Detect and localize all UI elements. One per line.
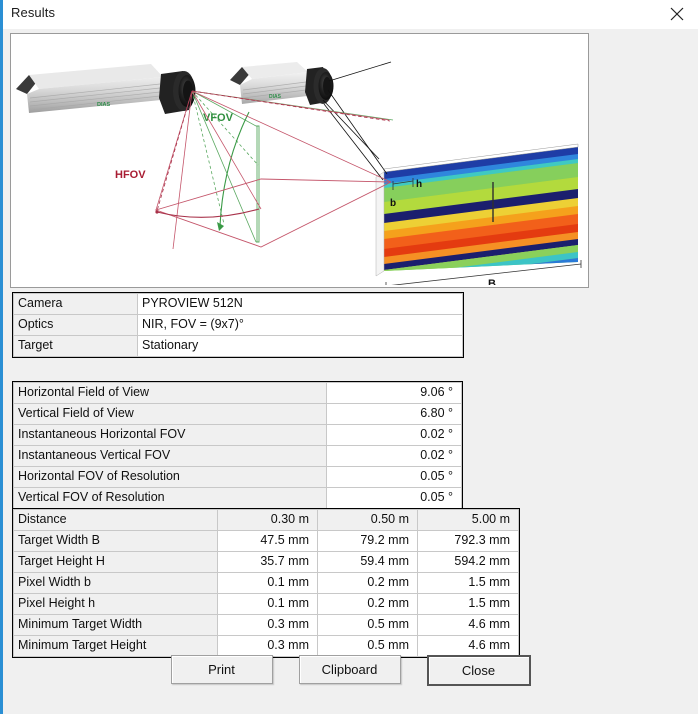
- row-value: 79.2 mm: [317, 530, 418, 552]
- table-row: Vertical FOV of Resolution 0.05 °: [13, 487, 462, 509]
- table-row: Pixel Height h 0.1 mm 0.2 mm 1.5 mm: [13, 593, 519, 615]
- row-label: Pixel Height h: [13, 593, 218, 615]
- label-vfov: VFOV: [203, 112, 234, 124]
- row-label: Instantaneous Vertical FOV: [13, 445, 327, 467]
- row-value: 0.5 mm: [317, 635, 418, 657]
- table-row: Horizontal FOV of Resolution 0.05 °: [13, 466, 462, 488]
- table-row: Target Stationary: [13, 335, 463, 357]
- distance-table: Distance 0.30 m 0.50 m 5.00 m Target Width B…: [12, 508, 520, 658]
- column-header: 0.50 m: [317, 509, 418, 531]
- row-value: 1.5 mm: [417, 572, 519, 594]
- row-value: 0.1 mm: [217, 572, 318, 594]
- row-value: 4.6 mm: [417, 614, 519, 636]
- column-header: 0.30 m: [217, 509, 318, 531]
- row-value: 6.80 °: [326, 403, 462, 425]
- row-label: Target: [13, 335, 138, 357]
- row-label: Vertical FOV of Resolution: [13, 487, 327, 509]
- row-label: Minimum Target Width: [13, 614, 218, 636]
- camera-left: DIAS: [16, 64, 196, 114]
- table-row: Minimum Target Height 0.3 mm 0.5 mm 4.6 mm: [13, 635, 519, 657]
- camera-logo-2: DIAS: [269, 94, 282, 100]
- row-value: NIR, FOV = (9x7)°: [137, 314, 463, 336]
- table-row: Target Height H 35.7 mm 59.4 mm 594.2 mm: [13, 551, 519, 573]
- row-label: Minimum Target Height: [13, 635, 218, 657]
- row-value: 594.2 mm: [417, 551, 519, 573]
- row-value: 1.5 mm: [417, 593, 519, 615]
- sight-lines: [322, 61, 392, 181]
- close-button[interactable]: Close: [426, 655, 531, 686]
- table-row: Vertical Field of View 6.80 °: [13, 403, 462, 425]
- row-value: 0.02 °: [326, 424, 462, 446]
- label-hfov: HFOV: [115, 169, 146, 181]
- column-header: 5.00 m: [417, 509, 519, 531]
- fov-diagram: DIAS DIAS: [16, 61, 582, 285]
- fov-values-table: Horizontal Field of View 9.06 ° Vertical F…: [12, 381, 463, 510]
- label-pixel-width: b: [390, 198, 396, 209]
- row-label: Target Width B: [13, 530, 218, 552]
- row-value: 0.02 °: [326, 445, 462, 467]
- row-label: Vertical Field of View: [13, 403, 327, 425]
- window-title: Results: [11, 5, 56, 20]
- label-pixel-height: h: [416, 179, 422, 190]
- row-value: 9.06 °: [326, 382, 462, 404]
- row-label: Horizontal FOV of Resolution: [13, 466, 327, 488]
- row-value: 792.3 mm: [417, 530, 519, 552]
- camera-info-rows: Camera PYROVIEW 512N Optics NIR, FOV = (9x7…: [13, 293, 463, 357]
- camera-logo: DIAS: [97, 102, 110, 108]
- row-value: 35.7 mm: [217, 551, 318, 573]
- clipboard-button[interactable]: Clipboard: [298, 655, 401, 684]
- row-value: 47.5 mm: [217, 530, 318, 552]
- row-label: Target Height H: [13, 551, 218, 573]
- table-row: Pixel Width b 0.1 mm 0.2 mm 1.5 mm: [13, 572, 519, 594]
- table-row: Target Width B 47.5 mm 79.2 mm 792.3 mm: [13, 530, 519, 552]
- camera-info-table: Camera PYROVIEW 512N Optics NIR, FOV = (9x7…: [12, 292, 464, 358]
- row-label: Optics: [13, 314, 138, 336]
- hfov-rays: [154, 90, 392, 250]
- table-row: Horizontal Field of View 9.06 °: [13, 382, 462, 404]
- row-value: 0.2 mm: [317, 572, 418, 594]
- table-row: Minimum Target Width 0.3 mm 0.5 mm 4.6 mm: [13, 614, 519, 636]
- row-value: 4.6 mm: [417, 635, 519, 657]
- row-label: Pixel Width b: [13, 572, 218, 594]
- fov-values-rows: Horizontal Field of View 9.06 ° Vertical F…: [13, 382, 462, 509]
- camera-middle: DIAS: [230, 62, 334, 105]
- table-row: Instantaneous Horizontal FOV 0.02 °: [13, 424, 462, 446]
- table-row: Optics NIR, FOV = (9x7)°: [13, 314, 463, 336]
- row-label: Instantaneous Horizontal FOV: [13, 424, 327, 446]
- row-label: Camera: [13, 293, 138, 315]
- row-value: 0.5 mm: [317, 614, 418, 636]
- table-row: Camera PYROVIEW 512N: [13, 293, 463, 315]
- table-header-row: Distance 0.30 m 0.50 m 5.00 m: [13, 509, 519, 531]
- row-value: PYROVIEW 512N: [137, 293, 463, 315]
- row-label: Horizontal Field of View: [13, 382, 327, 404]
- distance-rows: Distance 0.30 m 0.50 m 5.00 m Target Width B…: [13, 509, 519, 657]
- row-value: 0.3 mm: [217, 614, 318, 636]
- close-icon[interactable]: [666, 3, 688, 25]
- title-bar: Results: [3, 0, 698, 29]
- row-value: 0.2 mm: [317, 593, 418, 615]
- dimension-lines: [385, 178, 582, 285]
- row-value: 0.05 °: [326, 466, 462, 488]
- fov-diagram-panel: DIAS DIAS: [10, 33, 589, 288]
- row-value: 0.1 mm: [217, 593, 318, 615]
- row-value: 0.3 mm: [217, 635, 318, 657]
- dialog-button-row: Print Clipboard Close: [3, 655, 698, 686]
- print-button[interactable]: Print: [170, 655, 273, 684]
- row-value: 0.05 °: [326, 487, 462, 509]
- thermal-target-image: h b H B: [375, 143, 582, 285]
- row-value: Stationary: [137, 335, 463, 357]
- table-row: Instantaneous Vertical FOV 0.02 °: [13, 445, 462, 467]
- column-header-label: Distance: [13, 509, 218, 531]
- label-target-width: B: [488, 278, 496, 285]
- row-value: 59.4 mm: [317, 551, 418, 573]
